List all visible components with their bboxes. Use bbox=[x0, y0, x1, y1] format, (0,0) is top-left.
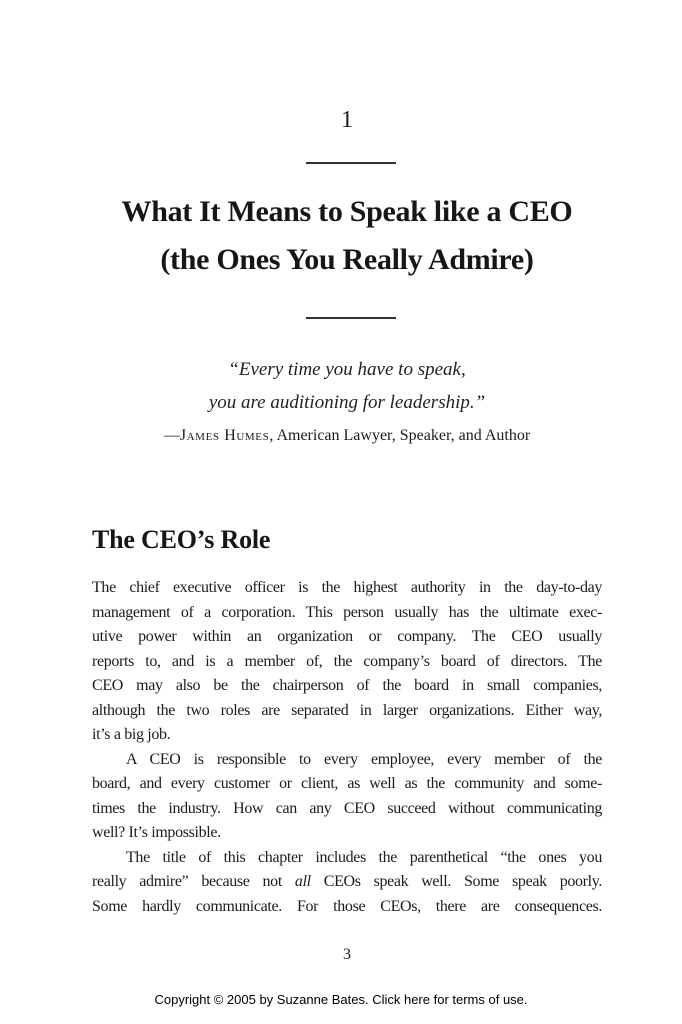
attribution-name: James Humes bbox=[179, 427, 270, 444]
body-line: well? It’s impossible. bbox=[92, 824, 221, 841]
body-line: A CEO is responsible to every employee, … bbox=[126, 750, 602, 768]
body-line: times the industry. How can any CEO succ… bbox=[92, 799, 602, 817]
chapter-title: What It Means to Speak like a CEO (the O… bbox=[92, 188, 602, 284]
body-line: really admire” because not all CEOs spea… bbox=[92, 873, 602, 890]
body-line: management of a corporation. This person… bbox=[92, 603, 602, 621]
page-number: 3 bbox=[343, 946, 351, 963]
body-line: Some hardly communicate. For those CEOs,… bbox=[92, 897, 602, 915]
body-line: utive power within an organization or co… bbox=[92, 628, 602, 645]
copyright-text-pre: Copyright © 2005 by Suzanne Bates. bbox=[154, 992, 373, 1007]
chapter-number: 1 bbox=[341, 107, 353, 133]
body-line: although the two roles are separated in … bbox=[92, 701, 602, 719]
terms-of-use-link[interactable]: Click here bbox=[372, 992, 430, 1007]
epigraph-quote: “Every time you have to speak, you are a… bbox=[92, 353, 602, 419]
chapter-title-line2: (the Ones You Really Admire) bbox=[160, 243, 534, 276]
body-line: The title of this chapter includes the p… bbox=[126, 848, 602, 866]
attribution-dash: — bbox=[163, 427, 180, 444]
copyright-text-post: for terms of use. bbox=[429, 992, 528, 1007]
divider-rule-top bbox=[306, 162, 396, 164]
body-line: The chief executive officer is the highe… bbox=[92, 579, 602, 596]
copyright-footer: Copyright © 2005 by Suzanne Bates. Click… bbox=[0, 991, 682, 1009]
body-line: board, and every customer or client, as … bbox=[92, 775, 602, 792]
epigraph-line2: you are auditioning for leadership.” bbox=[208, 392, 486, 413]
divider-rule-bottom bbox=[306, 317, 396, 319]
body-text: The chief executive officer is the highe… bbox=[92, 576, 602, 919]
epigraph-attribution: —James Humes, American Lawyer, Speaker, … bbox=[92, 425, 602, 447]
section-heading: The CEO’s Role bbox=[92, 525, 271, 554]
attribution-role: , American Lawyer, Speaker, and Author bbox=[269, 427, 531, 444]
body-line: reports to, and is a member of, the comp… bbox=[92, 652, 602, 670]
chapter-title-line1: What It Means to Speak like a CEO bbox=[121, 195, 573, 228]
body-line: CEO may also be the chairperson of the b… bbox=[92, 677, 602, 694]
body-line: it’s a big job. bbox=[92, 726, 171, 743]
epigraph-line1: “Every time you have to speak, bbox=[228, 359, 466, 380]
